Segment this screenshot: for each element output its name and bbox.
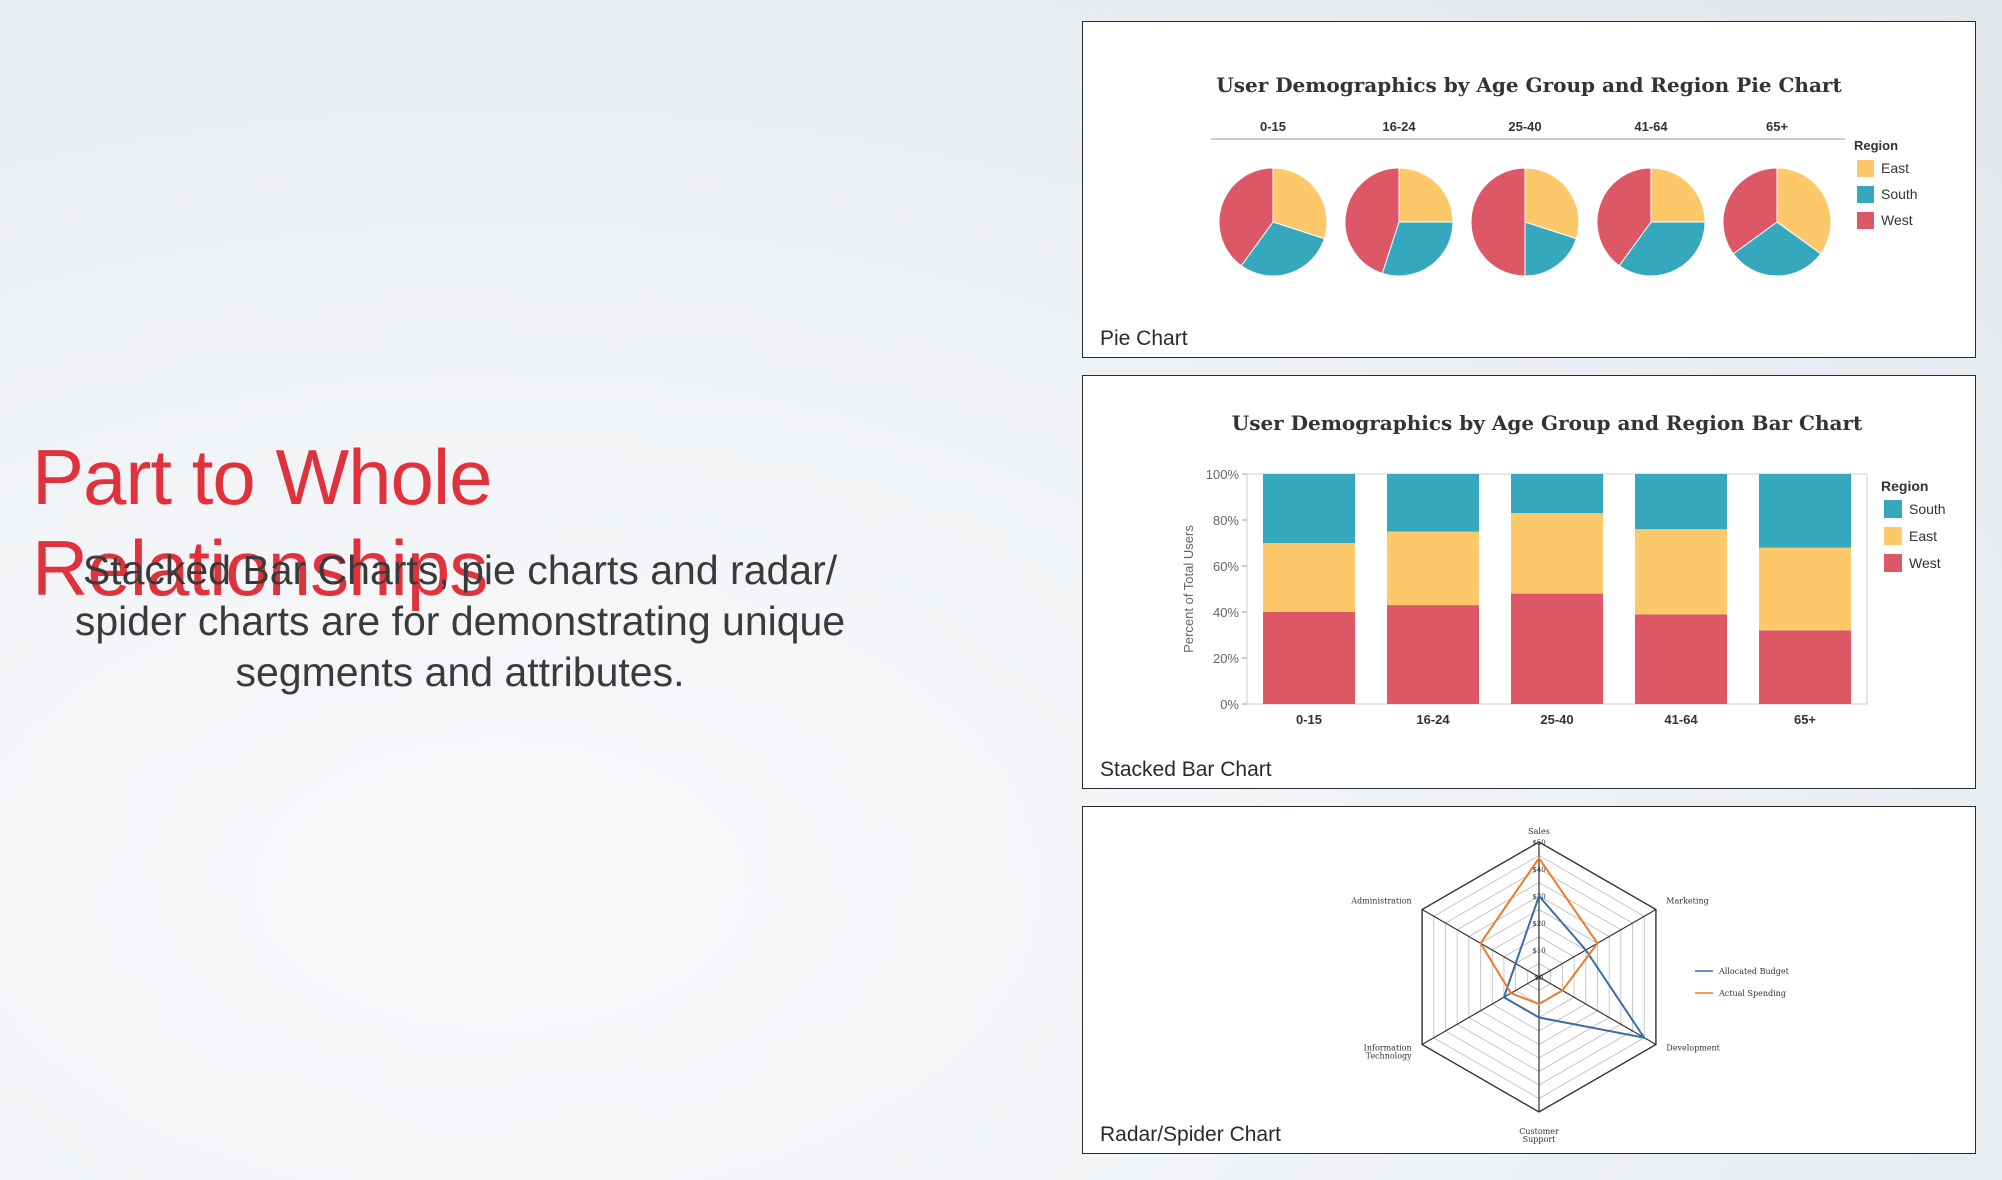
radar-axis-label: Information Technology <box>1364 1044 1412 1061</box>
pie-legend-title: Region <box>1854 138 1898 153</box>
pie-legend-swatch <box>1857 212 1874 229</box>
pie-chart-title: User Demographics by Age Group and Regio… <box>1216 73 1842 97</box>
pie-slice <box>1524 167 1580 240</box>
pie-legend-label: East <box>1881 160 1909 176</box>
radar-axis-label: Administration <box>1350 897 1411 906</box>
y-tick-label: 100% <box>1206 467 1240 482</box>
pie-category-label: 25-40 <box>1508 119 1541 134</box>
radar-chart-caption: Radar/Spider Chart <box>1100 1123 1281 1146</box>
y-axis-label: Percent of Total Users <box>1181 525 1196 653</box>
x-tick-label: 41-64 <box>1664 712 1698 727</box>
bar-segment <box>1387 531 1479 606</box>
pie-slice <box>1272 167 1328 240</box>
slide-subtitle: Stacked Bar Charts, pie charts and radar… <box>74 547 846 695</box>
bar-segment <box>1759 474 1851 548</box>
pie-slice <box>1650 167 1706 223</box>
pie-slice <box>1240 221 1325 277</box>
bar-segment <box>1759 630 1851 704</box>
radar-chart-panel: $0 $10 $20 $30 $40 $50 Sales Marketing Developme… <box>1082 806 1976 1154</box>
pie-slice <box>1596 167 1652 267</box>
radar-tick-label: $20 <box>1532 920 1545 928</box>
pie-slice <box>1524 221 1577 277</box>
bar-legend-label: East <box>1909 528 1937 544</box>
pie-slice <box>1618 221 1706 277</box>
stacked-bar-chart: User Demographics by Age Group and Regio… <box>1181 411 1946 727</box>
y-tick-label: 20% <box>1213 651 1239 666</box>
bar-segment <box>1387 474 1479 532</box>
bar-segment <box>1635 614 1727 704</box>
pie-category-label: 65+ <box>1766 119 1788 134</box>
pie-chart-panel: User Demographics by Age Group and Regio… <box>1082 21 1976 358</box>
bar-segment <box>1759 547 1851 631</box>
radar-axis-label: Customer Support <box>1519 1127 1559 1144</box>
y-tick-label: 60% <box>1213 559 1239 574</box>
bar-segment <box>1635 474 1727 530</box>
pie-category-label: 41-64 <box>1634 119 1668 134</box>
pie-chart: User Demographics by Age Group and Regio… <box>1211 73 1918 277</box>
radar-axis-spoke <box>1538 976 1657 1046</box>
bar-segment <box>1263 543 1355 612</box>
bar-chart-caption: Stacked Bar Chart <box>1100 758 1272 781</box>
x-tick-label: 65+ <box>1794 712 1816 727</box>
pie-slice <box>1344 167 1400 274</box>
bar-segment <box>1635 529 1727 615</box>
pie-legend-label: West <box>1881 212 1913 228</box>
stacked-bar-chart-panel: User Demographics by Age Group and Regio… <box>1082 375 1976 789</box>
bar-legend-swatch <box>1884 500 1902 518</box>
bar-legend-swatch <box>1884 527 1902 545</box>
radar-axis-label: Development <box>1666 1044 1720 1053</box>
pie-slice <box>1732 221 1822 277</box>
pie-legend-swatch <box>1857 160 1874 177</box>
bar-legend-swatch <box>1884 554 1902 572</box>
radar-chart: $0$10$20$30$40$50SalesMarketingDevelopme… <box>1350 827 1790 1144</box>
radar-series-line <box>1479 856 1599 1006</box>
bar-segment <box>1511 474 1603 514</box>
pie-slice <box>1218 167 1274 267</box>
pie-legend-swatch <box>1857 186 1874 203</box>
bar-segment <box>1511 513 1603 594</box>
radar-tick-label: $40 <box>1532 866 1545 874</box>
bar-segment <box>1387 605 1479 704</box>
bar-legend-title: Region <box>1881 478 1928 494</box>
radar-tick-label: $50 <box>1532 839 1545 847</box>
pie-category-label: 0-15 <box>1260 119 1286 134</box>
pie-slice <box>1470 167 1526 277</box>
pie-legend-label: South <box>1881 186 1918 202</box>
radar-axis-spoke <box>1421 976 1540 1046</box>
bar-legend-label: South <box>1909 501 1946 517</box>
pie-slice <box>1398 167 1454 223</box>
bar-legend-label: West <box>1909 555 1941 571</box>
bar-segment <box>1263 612 1355 704</box>
slide-title: Part to Whole Relationships <box>32 433 493 612</box>
bar-chart-title: User Demographics by Age Group and Regio… <box>1232 411 1863 435</box>
radar-axis-label: Sales <box>1528 827 1550 836</box>
radar-axis-label: Marketing <box>1666 897 1708 906</box>
radar-legend-label: Allocated Budget <box>1718 967 1790 976</box>
pie-slice <box>1722 167 1778 255</box>
pie-slice <box>1381 221 1454 277</box>
pie-category-label: 16-24 <box>1382 119 1416 134</box>
x-tick-label: 16-24 <box>1416 712 1450 727</box>
x-tick-label: 0-15 <box>1296 712 1322 727</box>
radar-tick-label: $0 <box>1535 974 1544 982</box>
y-tick-label: 0% <box>1220 697 1239 712</box>
bar-segment <box>1263 474 1355 543</box>
radar-series-line <box>1502 894 1647 1040</box>
radar-tick-label: $10 <box>1532 947 1545 955</box>
y-tick-label: 40% <box>1213 605 1239 620</box>
x-tick-label: 25-40 <box>1540 712 1573 727</box>
y-tick-label: 80% <box>1213 513 1239 528</box>
bar-segment <box>1511 593 1603 704</box>
pie-slice <box>1776 167 1832 255</box>
radar-legend-label: Actual Spending <box>1718 989 1786 998</box>
pie-chart-caption: Pie Chart <box>1100 327 1188 350</box>
